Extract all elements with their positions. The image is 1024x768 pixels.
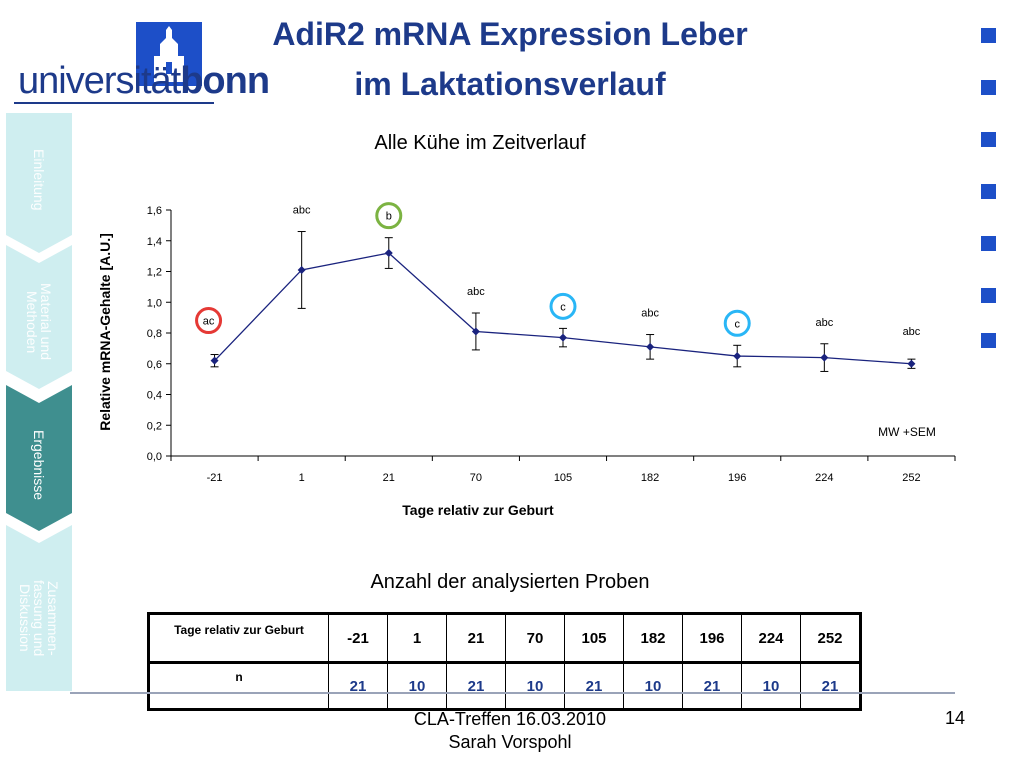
day-cell: 105 [564, 613, 624, 663]
day-cell: 252 [800, 613, 861, 663]
x-tick-label: 196 [728, 472, 746, 484]
data-point [646, 342, 655, 351]
y-tick-label: 0,4 [147, 390, 162, 402]
significance-label: abc [467, 286, 485, 298]
sidebar-item-zusammenfassung[interactable]: Zusammen- fassung und Diskussion [6, 553, 72, 683]
n-cell: 21 [564, 661, 624, 710]
sidebar-item-label: Ergebnisse [31, 429, 47, 501]
square-icon [981, 333, 996, 348]
data-point [210, 356, 219, 365]
data-point [471, 327, 480, 336]
sidebar-item-material-methoden[interactable]: Material und Methoden [6, 263, 72, 381]
sample-count-table: Tage relativ zur Geburt -21 1 21 70 105 … [147, 612, 862, 711]
table-title: Anzahl der analysierten Proben [370, 571, 650, 593]
significance-circle [723, 309, 751, 337]
logo-wordmark: universitätbonn [18, 60, 270, 103]
y-tick-label: 1,0 [147, 297, 162, 309]
x-tick-label: 21 [383, 472, 395, 484]
n-cell: 21 [682, 661, 742, 710]
x-tick-label: 224 [815, 472, 833, 484]
square-icon [981, 288, 996, 303]
square-icon [981, 132, 996, 147]
day-cell: 196 [682, 613, 742, 663]
logo-underline [14, 102, 214, 104]
footer-event: CLA-Treffen 16.03.2010 [413, 709, 607, 729]
bonn-seal-icon [136, 22, 202, 86]
significance-circle [549, 292, 577, 320]
n-cell: 10 [741, 661, 801, 710]
day-cell: 224 [741, 613, 801, 663]
footer-text: CLA-Treffen 16.03.2010 Sarah Vorspohl [360, 708, 660, 754]
significance-label: b [386, 211, 392, 223]
data-point [733, 352, 742, 361]
significance-label: abc [815, 317, 833, 329]
day-cell: 182 [623, 613, 683, 663]
footer-divider [70, 692, 955, 694]
slide-title-line1: AdiR2 mRNA Expression Leber [272, 16, 748, 52]
y-axis-label: Relative mRNA-Gehalte [A.U.] [97, 233, 113, 431]
x-axis-label: Tage relativ zur Geburt [402, 502, 554, 518]
university-logo: universitätbonn [14, 18, 270, 104]
section-sidebar: Einleitung Material und Methoden Ergebni… [6, 113, 72, 691]
n-cell: 10 [387, 661, 447, 710]
square-icon [981, 28, 996, 43]
day-cell: -21 [328, 613, 388, 663]
chart-title: Alle Kühe im Zeitverlauf [374, 132, 586, 154]
data-point [907, 359, 916, 368]
table-header-cell: Tage relativ zur Geburt [148, 613, 329, 663]
data-point [384, 249, 393, 258]
significance-label: abc [293, 205, 311, 217]
sidebar-item-label: Material und Methoden [24, 283, 54, 361]
significance-label: c [560, 301, 566, 313]
n-cell: 21 [446, 661, 506, 710]
y-tick-label: 0,0 [147, 451, 162, 463]
significance-label: c [734, 318, 740, 330]
n-cell: 21 [800, 661, 861, 710]
y-tick-label: 1,6 [147, 205, 162, 217]
square-icon [981, 184, 996, 199]
significance-circle [195, 307, 223, 335]
sidebar-item-label: Zusammen- fassung und Diskussion [17, 579, 61, 657]
sidebar-item-einleitung[interactable]: Einleitung [6, 121, 72, 239]
data-point [559, 333, 567, 342]
line-chart: 0,0 0,2 0,4 0,6 0,8 1,0 1,2 1,4 1,6 -21 1 21 70 105 18… [97, 202, 956, 518]
n-cell: 10 [623, 661, 683, 710]
page-number: 14 [944, 708, 965, 728]
y-tick-label: 0,8 [147, 328, 162, 340]
n-cell: 21 [328, 661, 388, 710]
y-tick-label: 1,4 [147, 236, 162, 248]
day-cell: 1 [387, 613, 447, 663]
slide-title-line2: im Laktationsverlauf [354, 66, 666, 102]
y-tick-label: 0,6 [147, 359, 162, 371]
square-icon [981, 236, 996, 251]
sidebar-item-ergebnisse[interactable]: Ergebnisse [6, 405, 72, 525]
table-row-n: n 21 10 21 10 21 10 21 10 21 [148, 661, 861, 710]
data-point [820, 353, 829, 362]
x-tick-label: 182 [641, 472, 659, 484]
logo-text-light: universität [18, 60, 181, 102]
sidebar-backgrounds [6, 113, 72, 691]
x-tick-label: -21 [207, 472, 223, 484]
x-tick-label: 105 [554, 472, 572, 484]
x-tick-label: 70 [470, 472, 482, 484]
significance-label: abc [641, 308, 659, 320]
significance-label: ac [203, 316, 215, 328]
chart-annotation: MW +SEM [878, 425, 936, 439]
square-icon [981, 80, 996, 95]
day-cell: 21 [446, 613, 506, 663]
y-tick-label: 1,2 [147, 267, 162, 279]
table-row-label: n [148, 661, 329, 710]
y-tick-label: 0,2 [147, 420, 162, 432]
n-cell: 10 [505, 661, 565, 710]
significance-label: abc [903, 326, 921, 338]
logo-text-bold: bonn [180, 60, 270, 102]
sidebar-item-label: Einleitung [31, 149, 47, 211]
table-row-days: Tage relativ zur Geburt -21 1 21 70 105 … [148, 613, 861, 663]
significance-circle [375, 202, 403, 230]
data-point [297, 265, 306, 274]
x-tick-label: 1 [299, 472, 305, 484]
footer-author: Sarah Vorspohl [448, 732, 572, 752]
day-cell: 70 [505, 613, 565, 663]
x-tick-label: 252 [902, 472, 920, 484]
